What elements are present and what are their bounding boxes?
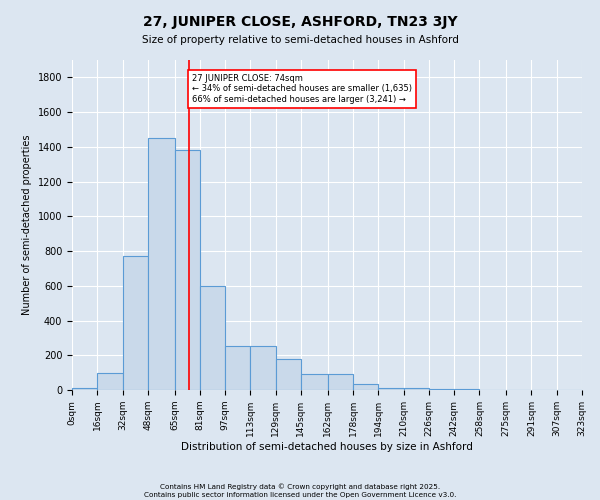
Bar: [122, 256, 148, 390]
Bar: [379, 388, 404, 390]
Bar: [353, 384, 379, 390]
Bar: [148, 138, 175, 390]
Bar: [200, 286, 225, 390]
Bar: [301, 374, 328, 390]
Bar: [250, 346, 275, 390]
Bar: [225, 346, 250, 390]
Y-axis label: Number of semi-detached properties: Number of semi-detached properties: [22, 134, 32, 316]
Bar: [72, 388, 97, 390]
Text: 27 JUNIPER CLOSE: 74sqm
← 34% of semi-detached houses are smaller (1,635)
66% of: 27 JUNIPER CLOSE: 74sqm ← 34% of semi-de…: [192, 74, 412, 104]
Text: 27, JUNIPER CLOSE, ASHFORD, TN23 3JY: 27, JUNIPER CLOSE, ASHFORD, TN23 3JY: [143, 15, 457, 29]
Bar: [97, 372, 122, 390]
Bar: [404, 388, 429, 390]
Bar: [275, 358, 301, 390]
X-axis label: Distribution of semi-detached houses by size in Ashford: Distribution of semi-detached houses by …: [181, 442, 473, 452]
Bar: [328, 374, 353, 390]
Bar: [175, 150, 200, 390]
Text: Contains HM Land Registry data © Crown copyright and database right 2025.
Contai: Contains HM Land Registry data © Crown c…: [144, 484, 456, 498]
Text: Size of property relative to semi-detached houses in Ashford: Size of property relative to semi-detach…: [142, 35, 458, 45]
